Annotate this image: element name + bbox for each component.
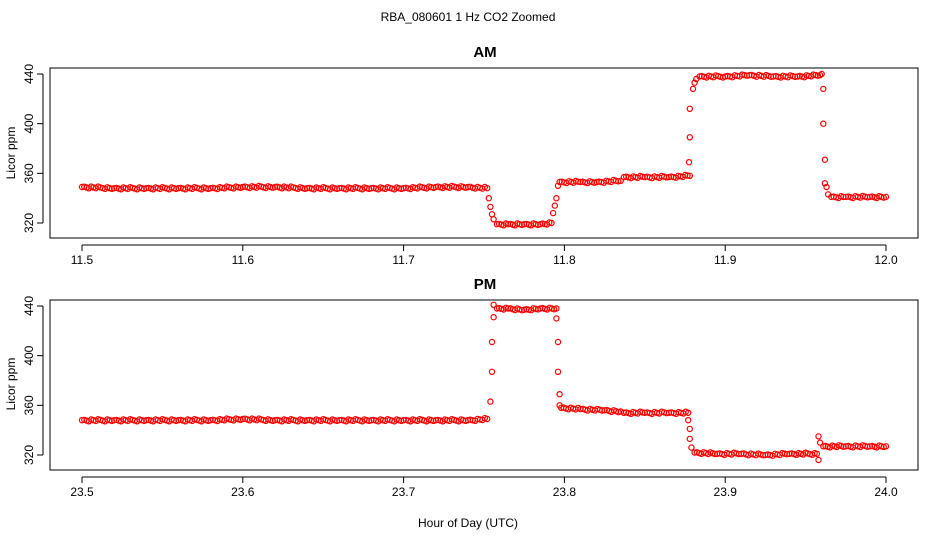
am-data-point — [684, 172, 691, 179]
pm-data-point — [882, 443, 890, 450]
am-x-tick-label: 11.5 — [71, 253, 94, 267]
am-data-point — [823, 183, 830, 191]
pm-y-tick-label: 440 — [22, 296, 36, 316]
pm-data-point — [685, 409, 692, 416]
pm-y-tick-label: 360 — [22, 395, 36, 415]
am-data-point — [554, 182, 562, 189]
pm-data-point — [490, 301, 497, 308]
am-y-axis: 320 360 400 440 — [22, 64, 44, 233]
pm-x-tick-label: 23.6 — [231, 485, 255, 499]
pm-data-point — [816, 439, 824, 446]
pm-x-tick-label: 23.9 — [714, 485, 738, 499]
am-data-point — [617, 177, 624, 184]
pm-panel-title: PM — [474, 276, 497, 293]
am-x-tick-label: 12.0 — [874, 253, 898, 267]
am-data-point — [821, 156, 829, 163]
figure-title: RBA_080601 1 Hz CO2 Zoomed — [381, 10, 556, 24]
am-x-tick-label: 11.9 — [714, 253, 737, 267]
am-data-point — [575, 178, 582, 185]
pm-data-point — [488, 338, 496, 346]
am-plot-frame — [49, 67, 919, 239]
am-x-tick-label: 11.6 — [232, 253, 255, 267]
am-y-tick-label: 360 — [22, 163, 36, 183]
x-axis-title: Hour of Day (UTC) — [418, 516, 518, 530]
am-x-tick-label: 11.8 — [553, 253, 576, 267]
pm-data-point — [487, 398, 494, 405]
am-y-tick-label: 440 — [22, 64, 36, 84]
am-data-point — [685, 158, 693, 166]
pm-x-tick-label: 23.5 — [70, 485, 94, 499]
pm-data-point — [685, 417, 692, 424]
am-panel: AM 11.5 11.6 11.7 11.8 11.9 12.0 320 360 400 440… — [4, 44, 919, 267]
am-data-point — [551, 202, 559, 209]
am-data-point — [485, 194, 492, 202]
pm-panel: PM 23.5 23.6 23.7 23.8 23.9 24.0 320 360 400 440… — [4, 276, 919, 499]
pm-data-point — [686, 435, 694, 443]
am-y-axis-title: Licor ppm — [4, 127, 18, 180]
pm-data-point — [813, 450, 821, 457]
am-data-point — [818, 70, 825, 78]
pm-y-tick-label: 320 — [22, 445, 36, 465]
am-data-point — [686, 172, 694, 179]
pm-x-axis: 23.5 23.6 23.7 23.8 23.9 24.0 — [70, 476, 898, 499]
pm-x-tick-label: 23.8 — [553, 485, 577, 499]
pm-data-point — [688, 444, 695, 451]
pm-data-point — [553, 305, 560, 312]
am-x-axis: 11.5 11.6 11.7 11.8 11.9 12.0 — [71, 244, 898, 267]
pm-data-point — [686, 425, 694, 433]
pm-data-point — [554, 338, 562, 346]
am-panel-title: AM — [473, 44, 496, 61]
pm-data-points — [78, 301, 890, 464]
pm-data-point — [488, 368, 496, 375]
am-data-point — [691, 79, 698, 86]
pm-data-point — [556, 391, 563, 398]
pm-y-axis: 320 360 400 440 — [22, 296, 44, 465]
am-data-point — [487, 203, 494, 211]
pm-x-tick-label: 24.0 — [874, 485, 898, 499]
am-x-tick-label: 11.7 — [392, 253, 415, 267]
pm-data-point — [553, 315, 560, 322]
pm-plot-frame — [49, 299, 919, 471]
am-data-point — [689, 85, 697, 93]
am-data-point — [553, 194, 560, 202]
am-data-point — [548, 219, 555, 227]
pm-y-axis-title: Licor ppm — [4, 358, 18, 411]
pm-data-point — [815, 456, 822, 464]
am-y-tick-label: 400 — [22, 113, 36, 133]
am-data-point — [484, 184, 491, 192]
am-data-point — [686, 134, 694, 141]
am-y-tick-label: 320 — [22, 213, 36, 233]
am-data-point — [686, 105, 694, 113]
pm-data-point — [815, 433, 822, 440]
am-data-point — [882, 193, 890, 201]
pm-x-tick-label: 23.7 — [392, 485, 416, 499]
am-data-points — [78, 70, 890, 229]
am-data-point — [490, 216, 497, 223]
pm-data-point — [554, 368, 562, 375]
am-data-point — [820, 85, 827, 93]
pm-data-point — [484, 415, 491, 423]
am-data-point — [549, 209, 557, 217]
am-data-point — [820, 120, 827, 127]
am-data-point — [821, 180, 829, 187]
pm-data-point — [490, 314, 497, 321]
pm-y-tick-label: 400 — [22, 345, 36, 365]
